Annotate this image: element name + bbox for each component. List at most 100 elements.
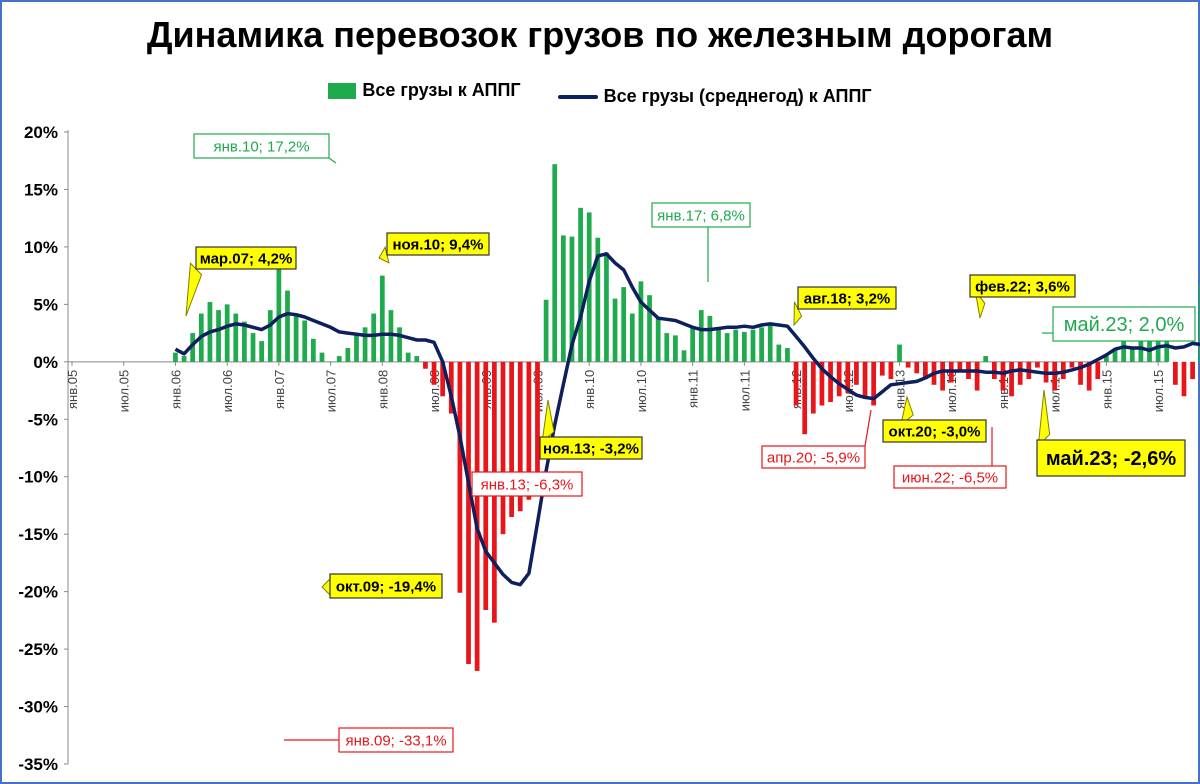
- x-tick-label: июл.14: [1048, 370, 1063, 412]
- callout: май.23; -2,6%: [1036, 389, 1186, 477]
- bar: [276, 259, 282, 362]
- bar: [750, 329, 756, 362]
- legend-label-bars: Все грузы к АППГ: [362, 80, 521, 100]
- bar: [638, 281, 644, 362]
- bar: [1190, 361, 1195, 380]
- bar: [759, 327, 764, 362]
- y-tick-label: 15%: [24, 180, 58, 199]
- y-tick-label: -30%: [18, 698, 58, 717]
- callout-box: [195, 246, 297, 270]
- bar: [724, 333, 730, 362]
- bar: [233, 313, 239, 362]
- bar: [345, 348, 351, 362]
- x-tick-label: янв.06: [168, 370, 183, 409]
- line-series: [174, 252, 1200, 587]
- callout-label: янв.09; -33,1%: [345, 732, 446, 749]
- callout-label: июн.22; -6,5%: [902, 469, 998, 486]
- bar: [190, 333, 196, 362]
- bar: [336, 356, 342, 362]
- bar: [414, 356, 420, 362]
- callout: ноя.13; -3,2%: [539, 399, 643, 460]
- legend-item-bars: Все грузы к АППГ: [328, 80, 521, 101]
- bar: [879, 361, 885, 376]
- bar: [983, 356, 989, 362]
- chart-title: Динамика перевозок грузов по железным до…: [146, 14, 1054, 55]
- bar: [216, 310, 221, 362]
- bar: [1052, 361, 1058, 391]
- callout: янв.13; -6,3%: [471, 434, 583, 497]
- x-tick-label: янв.15: [1099, 370, 1114, 409]
- x-tick-label: июл.06: [220, 370, 235, 412]
- bar: [1078, 361, 1083, 385]
- bar: [457, 361, 463, 593]
- callout: окт.20; -3,0%: [882, 395, 987, 443]
- bar: [595, 237, 601, 362]
- bar: [560, 235, 566, 362]
- callout-box: [651, 202, 751, 228]
- callout-box: [882, 419, 987, 443]
- callout-label: окт.09; -19,4%: [336, 578, 436, 595]
- callout-label: май.23; -2,6%: [1046, 448, 1176, 470]
- bar: [836, 361, 842, 397]
- bar: [810, 361, 816, 414]
- callout: окт.09; -19,4%: [321, 573, 443, 599]
- bar: [310, 338, 316, 362]
- x-tick-label: июл.07: [324, 370, 339, 412]
- callout-box: [1052, 306, 1196, 342]
- bar-series: [173, 164, 1200, 671]
- callout-box: [797, 286, 897, 310]
- bar: [785, 348, 790, 362]
- callout-label: окт.20; -3,0%: [889, 423, 981, 440]
- bar: [1198, 283, 1200, 362]
- x-tick-label: янв.08: [375, 370, 390, 409]
- bar: [267, 310, 273, 362]
- bar: [991, 361, 997, 380]
- bar: [535, 361, 540, 489]
- bar: [767, 325, 773, 362]
- bar: [828, 361, 833, 403]
- bar: [526, 361, 532, 500]
- callout: апр.20; -5,9%: [761, 409, 872, 469]
- bar: [500, 361, 506, 535]
- callout-label: апр.20; -5,9%: [767, 449, 860, 466]
- bar: [371, 313, 377, 362]
- bar: [1112, 350, 1118, 362]
- callout-label: ноя.10; 9,4%: [393, 236, 484, 253]
- bar: [181, 356, 187, 362]
- callout-label: янв.10; 17,2%: [213, 138, 309, 155]
- y-tick-label: 0%: [33, 353, 58, 372]
- x-tick-label: июл.13: [944, 370, 959, 412]
- bar: [1000, 361, 1006, 391]
- bar: [854, 361, 859, 385]
- bar: [673, 335, 678, 362]
- callout-box: [539, 436, 643, 460]
- bar: [1121, 325, 1127, 362]
- y-tick-label: -5%: [28, 410, 58, 429]
- callout-leader: [864, 409, 872, 447]
- bar: [1172, 361, 1178, 385]
- bar: [845, 361, 851, 393]
- bar: [612, 298, 618, 362]
- bar: [940, 361, 945, 391]
- annotations: янв.10; 17,2% мар.07; 4,2% ноя.10; 9,4% янв…: [185, 133, 1196, 753]
- y-tick-label: -10%: [18, 468, 58, 487]
- callout-label: мар.07; 4,2%: [200, 250, 293, 267]
- bar: [517, 361, 523, 512]
- bar: [259, 341, 265, 362]
- bar: [293, 313, 299, 362]
- callout-box: [471, 471, 583, 497]
- bar: [1069, 361, 1075, 368]
- bar: [733, 329, 739, 362]
- bar: [819, 361, 825, 406]
- bar: [647, 295, 652, 362]
- bar: [509, 361, 514, 517]
- bar: [629, 313, 635, 362]
- bar: [379, 275, 385, 362]
- callout: янв.17; 6,8%: [651, 202, 751, 282]
- bar: [423, 361, 428, 369]
- x-tick-label: янв.11: [686, 370, 701, 408]
- callout-box: [193, 133, 330, 159]
- bar: [776, 344, 782, 362]
- callout-box: [329, 573, 443, 599]
